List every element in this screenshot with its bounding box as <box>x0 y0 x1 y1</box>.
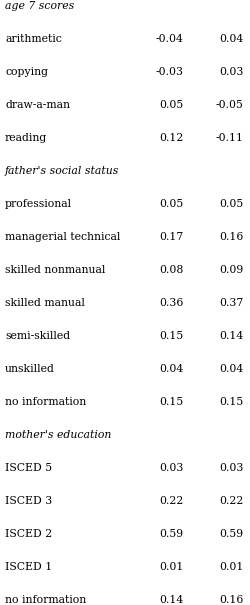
Text: -0.04: -0.04 <box>156 34 184 44</box>
Text: arithmetic: arithmetic <box>5 34 62 44</box>
Text: ISCED 3: ISCED 3 <box>5 496 52 506</box>
Text: 0.04: 0.04 <box>220 34 244 44</box>
Text: 0.08: 0.08 <box>160 265 184 275</box>
Text: age 7 scores: age 7 scores <box>5 1 74 11</box>
Text: 0.09: 0.09 <box>220 265 244 275</box>
Text: skilled nonmanual: skilled nonmanual <box>5 265 105 275</box>
Text: unskilled: unskilled <box>5 364 55 374</box>
Text: reading: reading <box>5 133 47 143</box>
Text: ISCED 2: ISCED 2 <box>5 529 52 539</box>
Text: 0.04: 0.04 <box>160 364 184 374</box>
Text: 0.05: 0.05 <box>160 199 184 209</box>
Text: 0.05: 0.05 <box>220 199 244 209</box>
Text: 0.04: 0.04 <box>220 364 244 374</box>
Text: 0.03: 0.03 <box>220 463 244 473</box>
Text: 0.37: 0.37 <box>220 298 244 308</box>
Text: -0.05: -0.05 <box>216 100 244 110</box>
Text: -0.11: -0.11 <box>216 133 244 143</box>
Text: mother's education: mother's education <box>5 430 112 440</box>
Text: 0.36: 0.36 <box>160 298 184 308</box>
Text: semi-skilled: semi-skilled <box>5 331 70 341</box>
Text: skilled manual: skilled manual <box>5 298 85 308</box>
Text: no information: no information <box>5 595 86 605</box>
Text: 0.12: 0.12 <box>160 133 184 143</box>
Text: professional: professional <box>5 199 72 209</box>
Text: managerial technical: managerial technical <box>5 232 120 242</box>
Text: 0.59: 0.59 <box>160 529 184 539</box>
Text: 0.15: 0.15 <box>160 331 184 341</box>
Text: copying: copying <box>5 67 48 77</box>
Text: draw-a-man: draw-a-man <box>5 100 70 110</box>
Text: 0.14: 0.14 <box>160 595 184 605</box>
Text: father's social status: father's social status <box>5 166 119 176</box>
Text: ISCED 1: ISCED 1 <box>5 561 52 572</box>
Text: 0.15: 0.15 <box>220 397 244 407</box>
Text: 0.16: 0.16 <box>220 595 244 605</box>
Text: 0.15: 0.15 <box>160 397 184 407</box>
Text: 0.01: 0.01 <box>160 561 184 572</box>
Text: 0.16: 0.16 <box>220 232 244 242</box>
Text: 0.01: 0.01 <box>220 561 244 572</box>
Text: 0.22: 0.22 <box>160 496 184 506</box>
Text: ISCED 5: ISCED 5 <box>5 463 52 473</box>
Text: -0.03: -0.03 <box>156 67 184 77</box>
Text: 0.03: 0.03 <box>220 67 244 77</box>
Text: 0.17: 0.17 <box>160 232 184 242</box>
Text: 0.14: 0.14 <box>220 331 244 341</box>
Text: 0.59: 0.59 <box>220 529 244 539</box>
Text: 0.03: 0.03 <box>160 463 184 473</box>
Text: 0.05: 0.05 <box>160 100 184 110</box>
Text: 0.22: 0.22 <box>220 496 244 506</box>
Text: no information: no information <box>5 397 86 407</box>
